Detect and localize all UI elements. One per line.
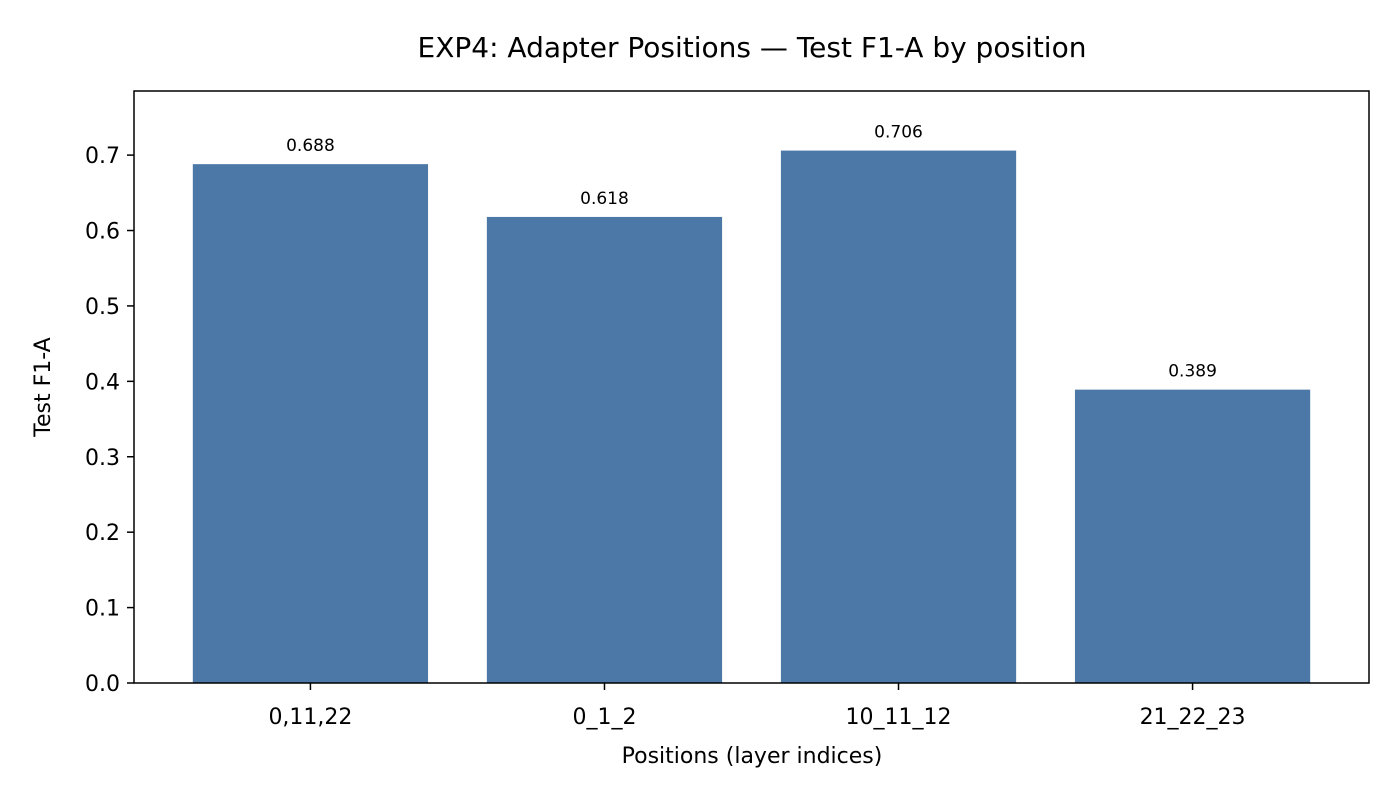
y-tick-label: 0.1 [85,597,120,622]
bar-value-label: 0.688 [286,136,335,156]
bars-group [192,150,1311,683]
value-labels-group: 0.688 0.618 0.706 0.389 [286,123,1217,382]
plot-frame [133,90,1370,684]
y-tick-label: 0.5 [85,295,120,320]
x-tick-label: 0,11,22 [268,705,352,730]
x-axis-label: Positions (layer indices) [622,744,883,769]
y-tick-label: 0.0 [85,672,120,697]
x-axis: 0,11,22 0_1_2 10_11_12 21_22_23 [268,683,1246,730]
x-tick-label: 10_11_12 [846,705,952,730]
y-tick-label: 0.7 [85,144,120,169]
x-tick-label: 0_1_2 [572,705,636,730]
bar-2 [486,216,723,683]
bar-4 [1074,389,1311,683]
y-tick-label: 0.6 [85,220,120,245]
bar-1 [192,164,429,683]
y-axis-label: Test F1-A [31,337,56,437]
bar-value-label: 0.389 [1168,362,1217,382]
y-axis: 0.0 0.1 0.2 0.3 0.4 0.5 0.6 0.7 [85,144,134,697]
y-tick-label: 0.2 [85,521,120,546]
chart-title: EXP4: Adapter Positions — Test F1-A by p… [418,31,1087,64]
y-tick-label: 0.4 [85,370,120,395]
bar-value-label: 0.618 [580,189,629,209]
x-tick-label: 21_22_23 [1140,705,1246,730]
bar-value-label: 0.706 [874,123,923,143]
bar-3 [780,150,1017,683]
y-tick-label: 0.3 [85,446,120,471]
